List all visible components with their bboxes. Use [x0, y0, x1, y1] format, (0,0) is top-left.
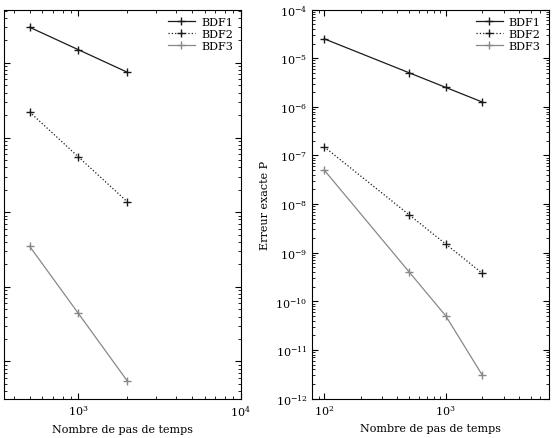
BDF3	[321, 168, 327, 173]
BDF2	[75, 155, 82, 160]
BDF1	[321, 37, 327, 42]
BDF1	[479, 100, 486, 106]
Legend: BDF1, BDF2, BDF3: BDF1, BDF2, BDF3	[473, 16, 543, 54]
Line: BDF3: BDF3	[25, 243, 132, 385]
BDF2	[26, 110, 33, 115]
Line: BDF2: BDF2	[25, 109, 132, 206]
BDF3	[406, 270, 413, 275]
X-axis label: Nombre de pas de temps: Nombre de pas de temps	[360, 423, 501, 433]
BDF1	[124, 71, 131, 76]
BDF1	[26, 25, 33, 31]
BDF3	[75, 311, 82, 316]
BDF1	[442, 85, 449, 91]
BDF2	[479, 271, 486, 276]
BDF1	[75, 48, 82, 53]
Line: BDF2: BDF2	[320, 143, 487, 278]
Line: BDF1: BDF1	[25, 24, 132, 77]
Line: BDF3: BDF3	[320, 166, 487, 380]
BDF3	[124, 378, 131, 384]
BDF2	[406, 213, 413, 218]
BDF3	[26, 244, 33, 249]
BDF1	[406, 71, 413, 76]
BDF3	[442, 314, 449, 319]
Legend: BDF1, BDF2, BDF3: BDF1, BDF2, BDF3	[165, 16, 235, 54]
BDF2	[124, 200, 131, 205]
Line: BDF1: BDF1	[320, 35, 487, 107]
BDF2	[442, 242, 449, 247]
BDF3	[479, 373, 486, 378]
BDF2	[321, 145, 327, 150]
X-axis label: Nombre de pas de temps: Nombre de pas de temps	[52, 424, 193, 434]
Y-axis label: Erreur exacte P: Erreur exacte P	[260, 160, 270, 249]
